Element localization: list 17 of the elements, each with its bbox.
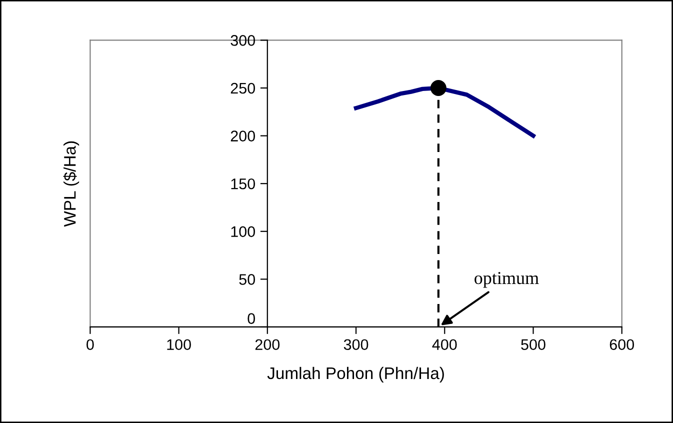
x-tick-label: 500 — [521, 339, 546, 350]
y-tick-label: 150 — [231, 178, 256, 190]
x-tick-label: 600 — [610, 339, 634, 350]
x-tick-label: 300 — [344, 339, 368, 350]
y-tick-label: 300 — [230, 35, 256, 46]
x-tick-label: 200 — [255, 339, 280, 350]
y-tick-label: 250 — [230, 82, 256, 94]
x-axis-title: Jumlah Pohon (Phn/Ha) — [267, 366, 444, 382]
annotation: optimum — [474, 272, 539, 288]
y-tick-label: 100 — [231, 226, 256, 238]
y-tick-label: 50 — [239, 274, 256, 285]
y-tick-label: 0 — [248, 313, 256, 324]
y-tick-label: 200 — [230, 130, 256, 142]
x-tick-label: 0 — [86, 339, 94, 350]
y-axis-title: WPL ($/Ha) — [63, 141, 80, 227]
x-tick-label: 100 — [167, 339, 191, 350]
x-tick-label: 400 — [432, 339, 457, 350]
